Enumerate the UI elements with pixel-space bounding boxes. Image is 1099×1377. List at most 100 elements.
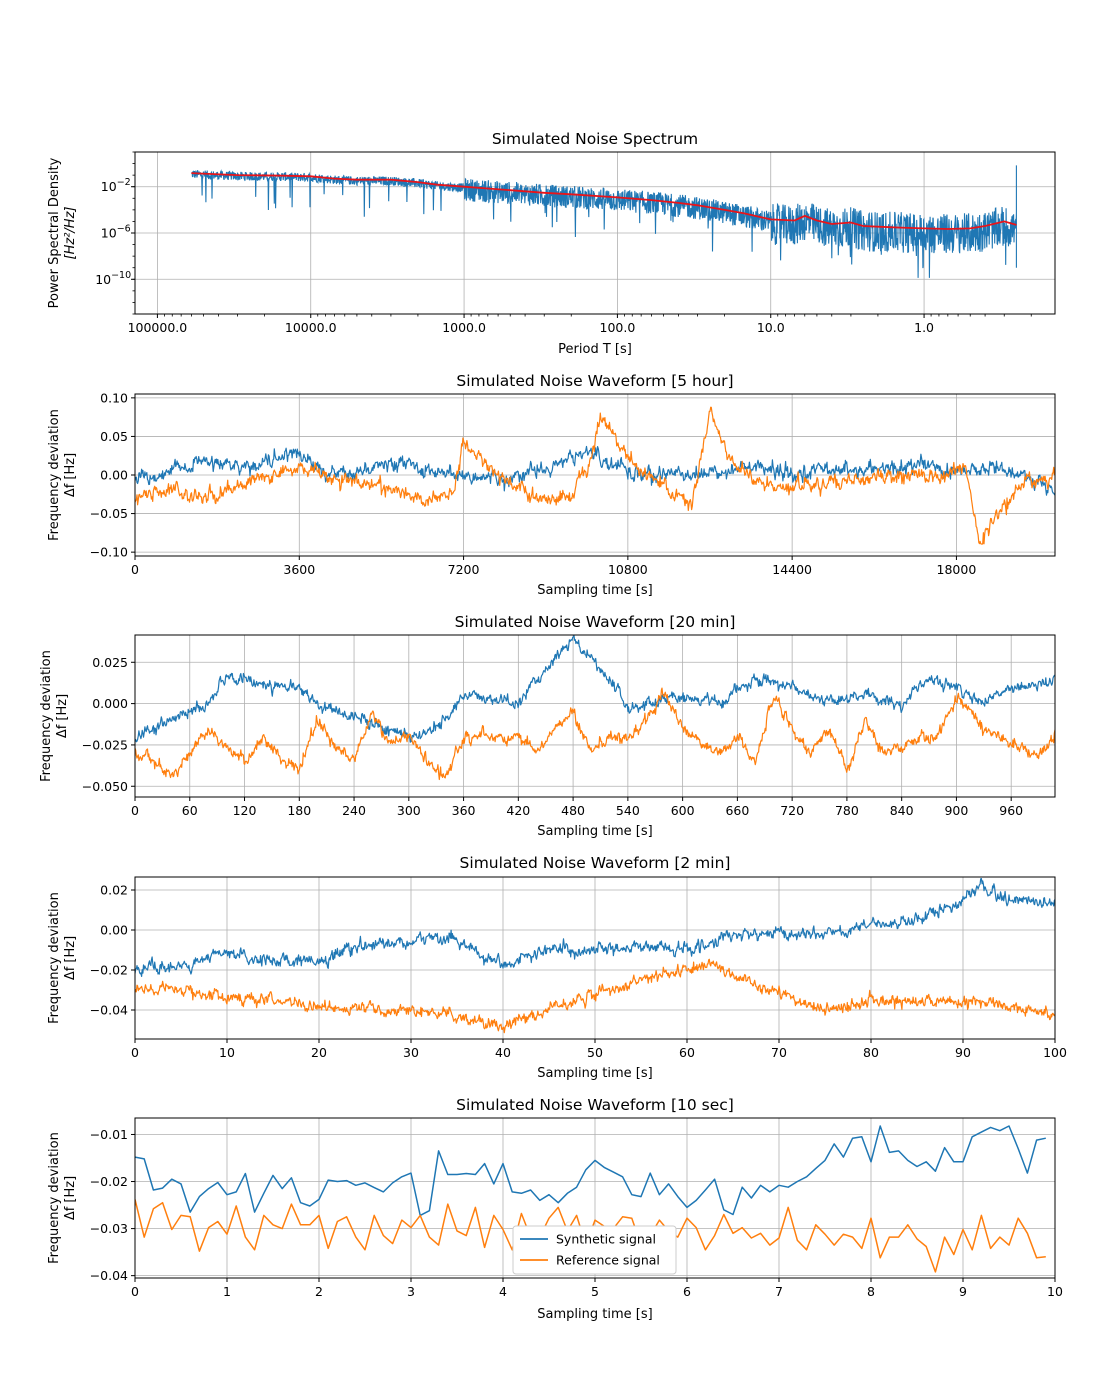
waveform-5h-lines: [135, 406, 1055, 545]
legend-reference-label: Reference signal: [556, 1253, 660, 1268]
waveform-2min-xtick-label: 90: [955, 1045, 971, 1060]
waveform-2min-grid: [134, 877, 1056, 1039]
waveform-2min-xtick-label: 0: [131, 1045, 139, 1060]
waveform-5h-panel: Simulated Noise Waveform [5 hour] 0 3600 7…: [47, 372, 1056, 598]
waveform-2min-xtick-label: 30: [403, 1045, 419, 1060]
waveform-5h-ytick-label: −0.10: [90, 545, 128, 560]
spectrum-xtick-label: 10.0: [757, 320, 785, 335]
waveform-10s-ytick-label: −0.04: [90, 1268, 128, 1283]
waveform-20min-ylabel-line1: Frequency deviation: [39, 650, 54, 782]
waveform-5h-reference-line: [135, 406, 1055, 545]
legend-box: [512, 1225, 677, 1275]
spectrum-xlabel: Period T [s]: [558, 342, 632, 357]
spectrum-lines: [191, 165, 1017, 278]
spectrum-xtick-label: 100.0: [600, 320, 636, 335]
waveform-10s-xlabel: Sampling time [s]: [537, 1307, 652, 1322]
waveform-5h-xtick-label: 10800: [608, 562, 648, 577]
waveform-20min-ytick-label: 0.025: [92, 655, 128, 670]
waveform-2min-xlabel: Sampling time [s]: [537, 1066, 652, 1081]
waveform-20min-xtick-label: 660: [725, 803, 749, 818]
waveform-20min-xtick-label: 360: [452, 803, 476, 818]
waveform-20min-xtick-label: 0: [131, 803, 139, 818]
waveform-20min-xtick-label: 840: [890, 803, 914, 818]
waveform-10s-title: Simulated Noise Waveform [10 sec]: [456, 1096, 734, 1114]
waveform-20min-ytick-label: −0.025: [82, 737, 128, 752]
spectrum-xtick-label: 1000.0: [442, 320, 486, 335]
waveform-2min-xtick-label: 100: [1043, 1045, 1067, 1060]
waveform-2min-xtick-label: 40: [495, 1045, 511, 1060]
legend-synthetic-label: Synthetic signal: [556, 1232, 656, 1247]
waveform-2min-ylabel-line2: Δf [Hz]: [63, 936, 78, 980]
waveform-5h-xtick-label: 3600: [283, 562, 315, 577]
waveform-2min-xtick-label: 10: [219, 1045, 235, 1060]
waveform-2min-xtick-label: 60: [679, 1045, 695, 1060]
waveform-20min-ylabel-line2: Δf [Hz]: [55, 694, 70, 738]
waveform-2min-xtick-label: 20: [311, 1045, 327, 1060]
spectrum-ylabel-line1: Power Spectral Density: [47, 157, 62, 308]
spectrum-panel: Simulated Noise Spectrum 100000.0 10000.0…: [47, 130, 1056, 357]
waveform-2min-panel: Simulated Noise Waveform [2 min] 0 10 20 30…: [47, 854, 1067, 1081]
waveform-10s-xtick-label: 2: [315, 1284, 323, 1299]
waveform-5h-ytick-label: 0.00: [100, 468, 128, 483]
waveform-20min-lines: [135, 635, 1055, 781]
waveform-10s-xtick-label: 1: [223, 1284, 231, 1299]
waveform-10s-ytick-label: −0.01: [90, 1127, 128, 1142]
waveform-10s-ytick-label: −0.03: [90, 1221, 128, 1236]
waveform-5h-xtick-label: 14400: [772, 562, 812, 577]
waveform-5h-xtick-label: 7200: [448, 562, 480, 577]
waveform-10s-xtick-label: 6: [683, 1284, 691, 1299]
waveform-20min-xtick-label: 480: [561, 803, 585, 818]
spectrum-raw-line: [191, 165, 1017, 278]
waveform-10s-ylabel-line2: Δf [Hz]: [63, 1176, 78, 1220]
waveform-20min-xtick-label: 780: [835, 803, 859, 818]
waveform-20min-xlabel: Sampling time [s]: [537, 824, 652, 839]
waveform-20min-panel: Simulated Noise Waveform [20 min] 0 60 120…: [39, 613, 1056, 839]
legend: Synthetic signal Reference signal: [512, 1225, 677, 1275]
waveform-10s-synthetic-line: [135, 1125, 1046, 1217]
waveform-5h-ylabel-line2: Δf [Hz]: [63, 453, 78, 497]
waveform-20min-xtick-label: 420: [506, 803, 530, 818]
waveform-5h-ytick-label: 0.05: [100, 429, 128, 444]
waveform-20min-ytick-label: 0.000: [92, 696, 128, 711]
waveform-10s-xtick-label: 5: [591, 1284, 599, 1299]
waveform-2min-ytick-label: −0.04: [90, 1003, 128, 1018]
waveform-20min-xtick-label: 540: [616, 803, 640, 818]
waveform-10s-ylabel-line1: Frequency deviation: [47, 1132, 62, 1264]
waveform-2min-reference-line: [135, 958, 1055, 1034]
waveform-10s-xtick-label: 8: [867, 1284, 875, 1299]
waveform-20min-xtick-label: 60: [182, 803, 198, 818]
waveform-10s-xtick-label: 3: [407, 1284, 415, 1299]
waveform-10s-ticks: 0 1 2 3 4 5 6 7 8 9 10 −0.01 −0.02 −0.03 −0.04: [90, 1127, 1063, 1299]
waveform-20min-xtick-label: 300: [397, 803, 421, 818]
waveform-20min-synthetic-line: [135, 635, 1055, 743]
spectrum-xtick-label: 10000.0: [285, 320, 337, 335]
spectrum-smoothed-line: [191, 172, 1017, 230]
spectrum-xtick-label: 100000.0: [128, 320, 188, 335]
waveform-20min-ytick-label: −0.050: [82, 779, 128, 794]
waveform-20min-ticks: 0 60 120 180 240 300 360 420 480 540 600 660 720 780 8…: [82, 655, 1023, 818]
waveform-10s-xtick-label: 4: [499, 1284, 507, 1299]
spectrum-ytick-label: 10−6: [101, 224, 131, 241]
waveform-10s-xtick-label: 9: [959, 1284, 967, 1299]
waveform-2min-lines: [135, 878, 1055, 1034]
waveform-10s-xtick-label: 10: [1047, 1284, 1063, 1299]
spectrum-ylabel-line2: [Hz²/Hz]: [63, 207, 78, 260]
waveform-5h-xtick-label: 0: [131, 562, 139, 577]
waveform-2min-ytick-label: 0.02: [100, 883, 128, 898]
waveform-20min-title: Simulated Noise Waveform [20 min]: [455, 613, 736, 631]
waveform-5h-ylabel-line1: Frequency deviation: [47, 409, 62, 541]
waveform-2min-xtick-label: 80: [863, 1045, 879, 1060]
waveform-20min-xtick-label: 180: [287, 803, 311, 818]
waveform-20min-xtick-label: 600: [671, 803, 695, 818]
waveform-20min-xtick-label: 960: [999, 803, 1023, 818]
waveform-5h-ytick-label: −0.05: [90, 506, 128, 521]
waveform-2min-ytick-label: 0.00: [100, 923, 128, 938]
waveform-5h-xtick-label: 18000: [937, 562, 977, 577]
waveform-5h-ytick-label: 0.10: [100, 390, 128, 405]
waveform-10s-ytick-label: −0.02: [90, 1174, 128, 1189]
spectrum-ticks: 100000.0 10000.0 1000.0 100.0 10.0 1.0 10−2 10−…: [95, 151, 1032, 335]
waveform-2min-synthetic-line: [135, 878, 1055, 977]
waveform-20min-reference-line: [135, 687, 1055, 781]
waveform-20min-xtick-label: 900: [944, 803, 968, 818]
